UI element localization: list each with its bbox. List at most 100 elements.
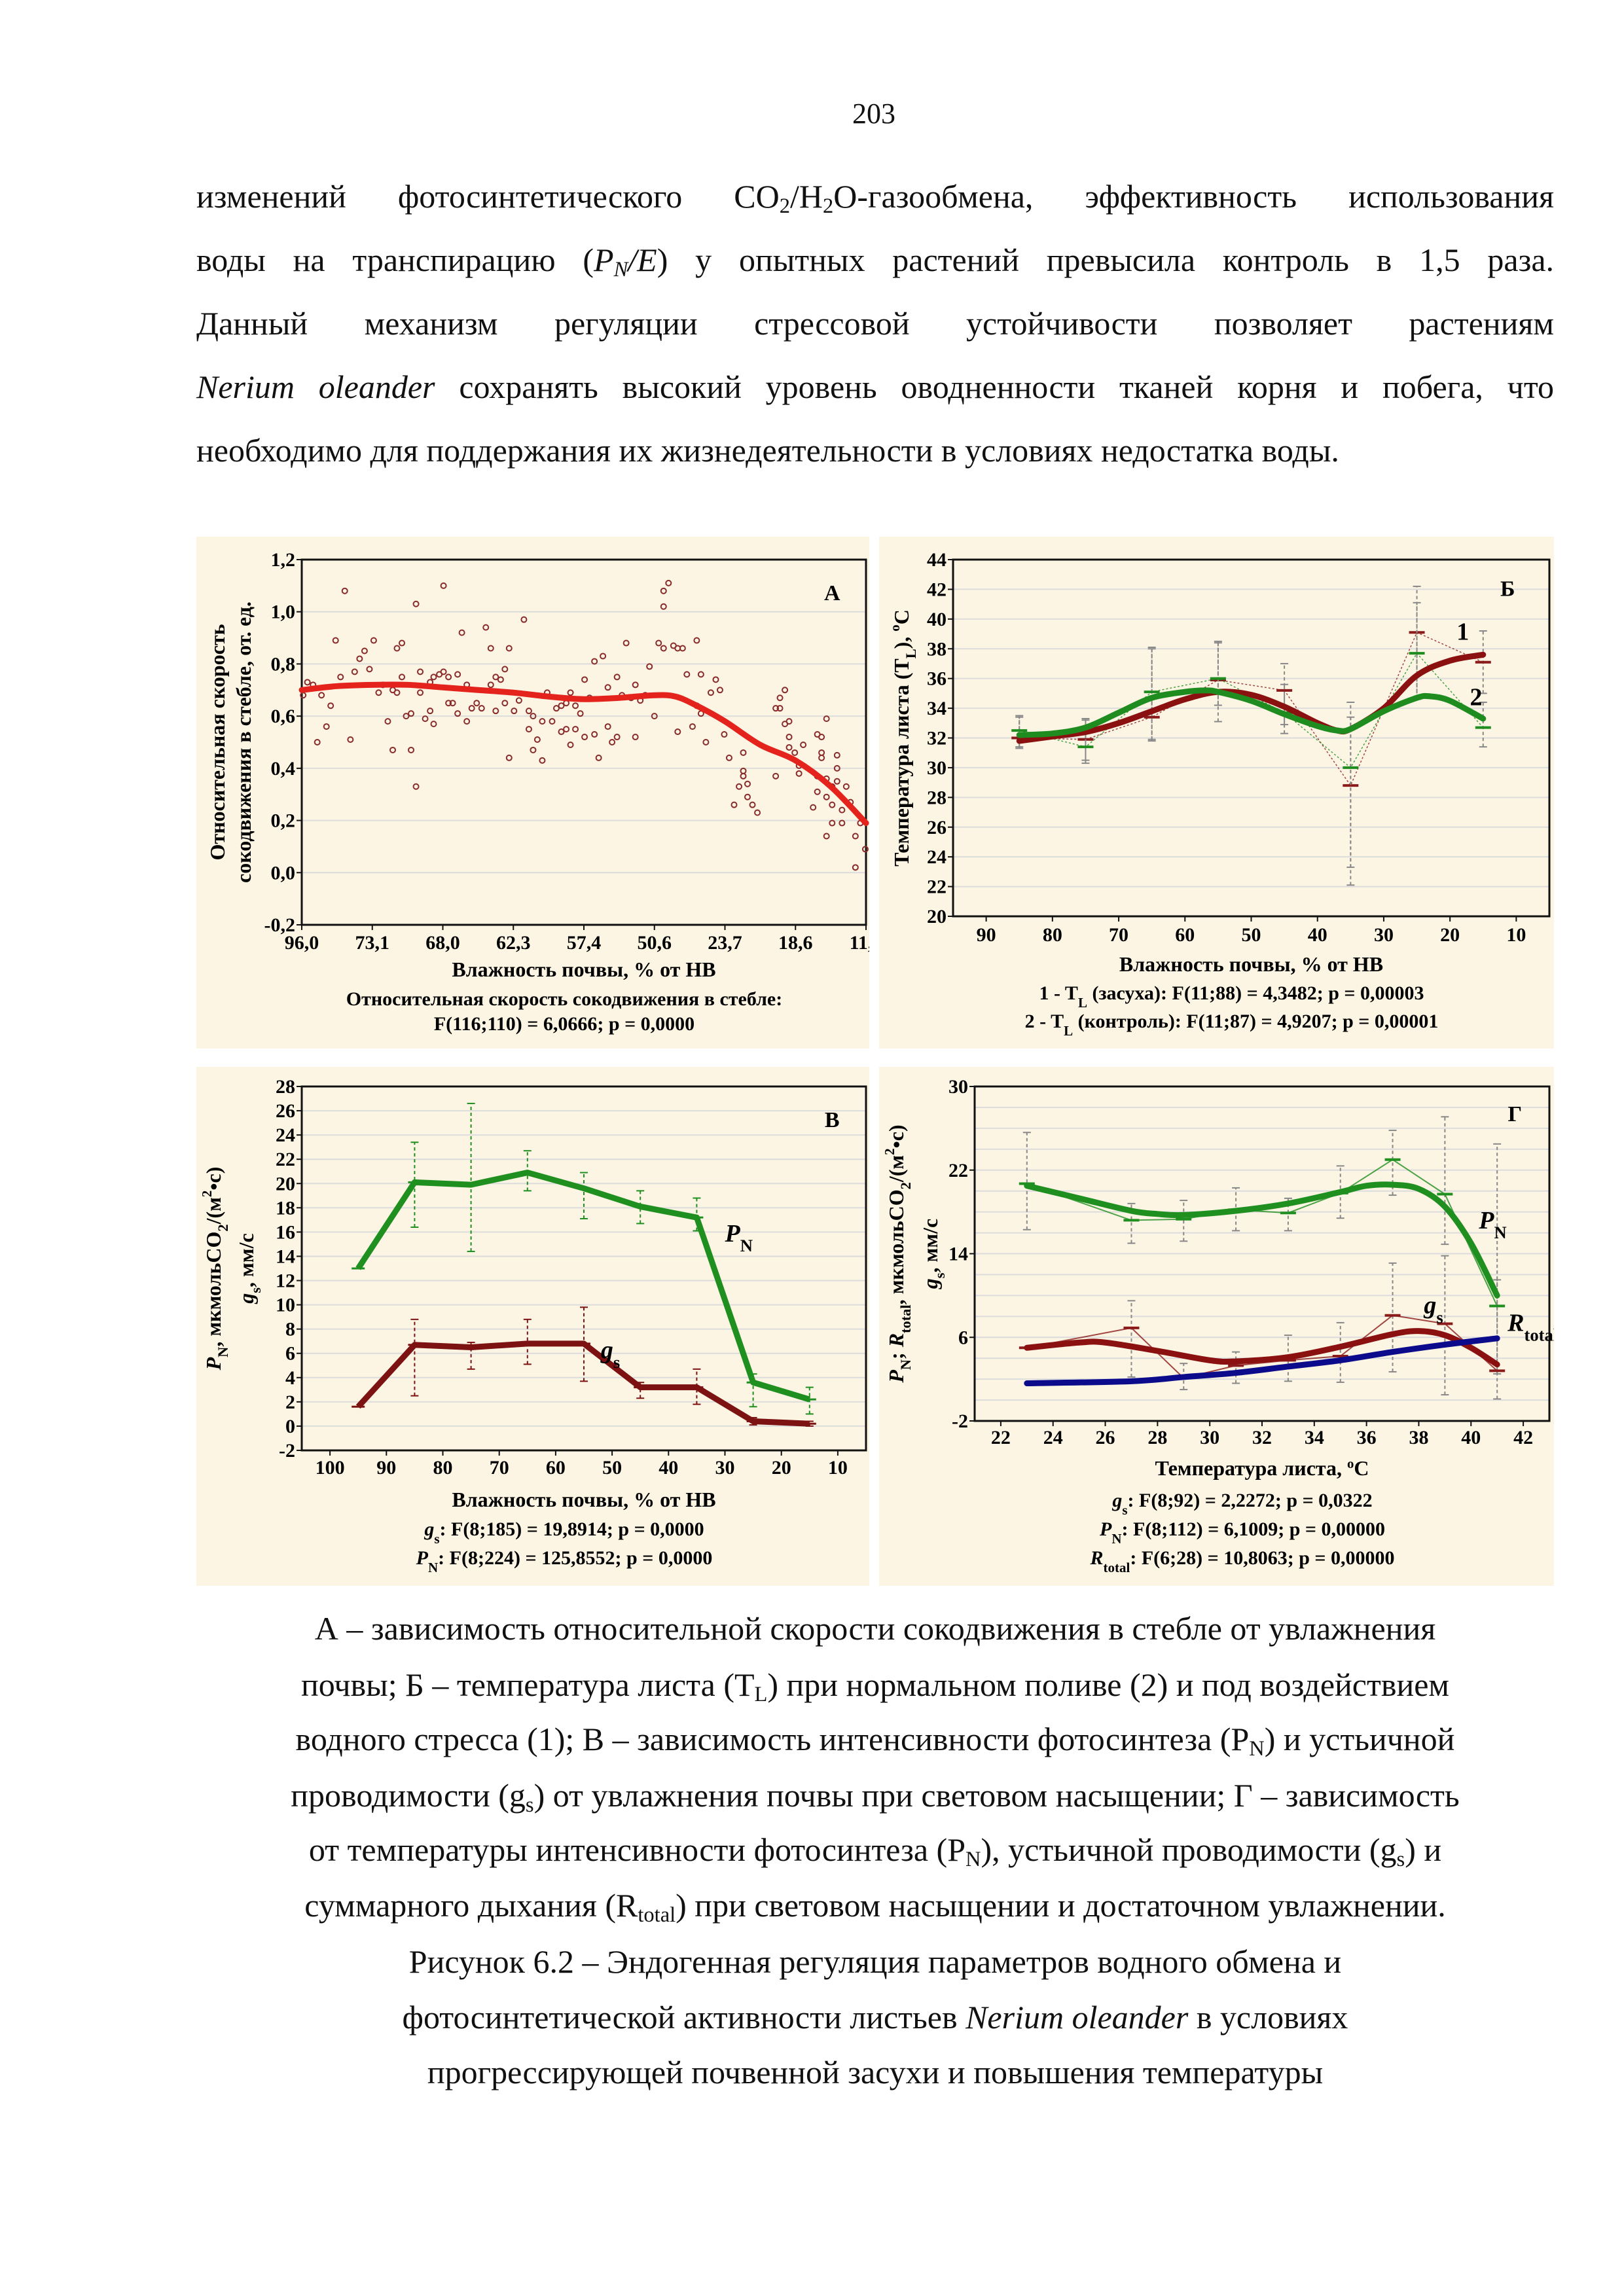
data-point [613,734,621,741]
y-tick-label: 24 [276,1124,295,1146]
y-tick-label: 0,8 [271,653,296,675]
data-point [408,710,415,717]
page-number: 203 [852,98,895,130]
data-point [412,783,420,790]
data-point [818,749,825,756]
data-point [563,726,570,733]
x-tick-label: 96,0 [285,932,319,954]
data-point [427,708,434,715]
data-point [497,676,504,683]
x-tick-label: 68,0 [425,932,460,954]
data-point [408,746,415,753]
data-point [468,705,475,712]
data-point [430,673,437,681]
data-point [440,668,447,675]
data-point [818,754,825,761]
caption-line: суммарного дыхания (Rtotal) при световом… [304,1887,1446,1928]
x-tick-label: 70 [1109,924,1128,946]
x-tick-label: 30 [1374,924,1394,946]
data-point [463,718,471,725]
y-tick-label: 40 [927,609,947,630]
data-point [744,793,751,800]
caption-line: от температуры интенсивности фотосинтеза… [308,1831,1442,1872]
data-point [572,726,579,733]
data-point [785,718,793,725]
data-point [375,689,382,696]
caption-line: почвы; Б – температура листа (TL) при но… [300,1666,1450,1707]
y-tick-label: 8 [285,1319,295,1340]
data-point [577,710,584,717]
y-tick-label: 24 [927,846,947,868]
y-tick-label: 30 [927,757,947,779]
figure-title-line: Рисунок 6.2 – Эндогенная регуляция парам… [408,1943,1342,1980]
data-point [823,793,830,800]
y-tick-label: 14 [948,1244,968,1265]
y-tick-label: 34 [927,698,947,719]
data-point [341,587,348,594]
y-axis-label: Относительная скорость [206,624,229,860]
data-point [829,819,836,827]
data-point [632,734,639,741]
data-point [731,801,738,808]
data-point [689,723,696,730]
data-point [549,718,556,725]
data-point [623,639,630,647]
panel-letter: Б [1500,577,1515,601]
figure-title-line: прогрессирующей почвенной засухи и повыш… [427,2054,1324,2090]
data-point [721,731,728,738]
data-point [327,702,334,709]
y-tick-label: 18 [276,1197,295,1219]
data-point [399,639,406,647]
y-tick-label: 26 [927,817,947,838]
data-point [646,663,653,670]
data-point [403,713,410,720]
data-point [525,726,532,733]
x-tick-label: 62,3 [496,932,531,954]
series-label: Rtotal [1507,1310,1554,1345]
data-point [712,676,719,683]
data-point [581,676,588,683]
x-tick-label: 18,6 [778,932,813,954]
data-point [533,736,541,744]
data-point [458,629,465,636]
y-tick-label: 1,0 [271,601,296,623]
data-point [332,637,339,644]
stats-line: 1 - TL (засуха): F(11;88) = 4,3482; p = … [1039,982,1424,1011]
y-tick-label: 22 [276,1149,295,1170]
data-point [782,687,789,694]
y-tick-label: 0,6 [271,706,296,727]
x-tick-label: 38 [1409,1427,1428,1448]
data-point [473,700,480,707]
data-point [839,819,846,827]
data-point [604,684,611,691]
data-point [337,673,344,681]
data-point [445,673,452,681]
data-point [785,734,793,741]
data-point [501,700,509,707]
data-point [449,700,456,707]
y-tick-label: 32 [927,728,947,749]
x-tick-label: 26 [1096,1427,1115,1448]
caption-line: проводимости (gs) от увлажнения почвы пр… [291,1777,1460,1818]
data-point [304,679,311,686]
data-point [833,751,840,759]
data-point [785,744,793,751]
data-point [318,692,325,699]
data-point [749,801,756,808]
series-fit-curve [1016,651,1487,744]
series-label: 1 [1456,619,1469,646]
y-tick-label: 30 [948,1076,968,1098]
data-point [487,681,494,689]
x-tick-label: 36 [1357,1427,1377,1448]
data-point [674,728,681,736]
y-tick-label: 20 [927,906,947,927]
data-point [370,637,377,644]
data-point [679,645,686,652]
x-axis-label: Влажность почвы, % от НВ [1119,952,1383,976]
series-label: PN [725,1220,753,1255]
data-point [665,579,672,586]
data-point [487,645,494,652]
data-point [725,754,732,761]
data-point [800,741,807,748]
x-tick-label: 40 [1308,924,1327,946]
